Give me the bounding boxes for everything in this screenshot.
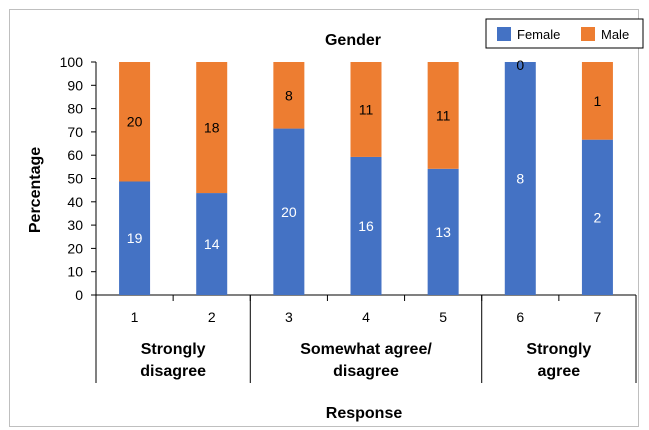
data-label-female: 14: [204, 236, 220, 252]
bar-male: [119, 62, 151, 182]
bar-female: [196, 193, 228, 295]
y-tick-label: 20: [67, 240, 83, 256]
bar-female: [119, 181, 151, 295]
data-label-female: 13: [435, 224, 451, 240]
x-axis-title: Response: [326, 405, 403, 422]
y-tick-label: 30: [67, 217, 83, 233]
legend-swatch-female: [497, 27, 511, 41]
bar-female: [427, 168, 459, 295]
legend-swatch-male: [581, 27, 595, 41]
data-label-male: 18: [204, 120, 220, 136]
bar-male: [427, 62, 459, 169]
y-tick-label: 40: [67, 194, 83, 210]
plot-area: 0102030405060708090100192011418220831611…: [60, 54, 637, 383]
group-label: disagree: [140, 363, 206, 380]
group-label: Somewhat agree/: [300, 341, 432, 358]
x-tick-label: 6: [516, 309, 524, 325]
group-label: Strongly: [141, 341, 206, 358]
data-label-male: 11: [359, 101, 374, 117]
data-label-male: 8: [285, 87, 293, 103]
y-tick-label: 0: [75, 287, 83, 303]
bar-male: [273, 62, 305, 129]
x-tick-label: 2: [208, 309, 216, 325]
data-label-female: 8: [516, 171, 524, 187]
legend-label-male: Male: [601, 27, 629, 42]
legend: Female Male: [485, 18, 644, 49]
data-label-female: 19: [127, 230, 143, 246]
x-tick-label: 5: [439, 309, 447, 325]
bar-male: [196, 62, 228, 194]
bar-male: [350, 62, 382, 157]
group-label: disagree: [333, 363, 399, 380]
x-tick-label: 1: [131, 309, 139, 325]
y-tick-label: 60: [67, 147, 83, 163]
x-tick-label: 7: [594, 309, 602, 325]
bar-female: [504, 62, 536, 295]
bar-female: [581, 139, 613, 295]
data-label-female: 16: [358, 218, 374, 234]
data-label-female: 20: [281, 204, 297, 220]
y-tick-label: 100: [60, 54, 84, 70]
y-tick-label: 80: [67, 101, 83, 117]
bar-female: [273, 128, 305, 295]
y-axis-title: Percentage: [27, 147, 44, 233]
chart-title: Gender: [325, 32, 381, 49]
bar-male: [581, 62, 613, 140]
y-tick-label: 50: [67, 171, 83, 187]
group-label: Strongly: [526, 341, 591, 358]
x-tick-label: 3: [285, 309, 293, 325]
data-label-male: 20: [127, 114, 143, 130]
data-label-female: 2: [594, 209, 602, 225]
data-label-male: 1: [594, 93, 602, 109]
y-tick-label: 90: [67, 77, 83, 93]
y-tick-label: 10: [67, 264, 83, 280]
group-label: agree: [538, 363, 581, 380]
x-tick-label: 4: [362, 309, 370, 325]
legend-frame: [485, 18, 644, 49]
data-label-male: 11: [436, 107, 451, 123]
legend-label-female: Female: [517, 27, 560, 42]
y-tick-label: 70: [67, 124, 83, 140]
data-label-male: 0: [516, 57, 524, 73]
bar-female: [350, 156, 382, 295]
